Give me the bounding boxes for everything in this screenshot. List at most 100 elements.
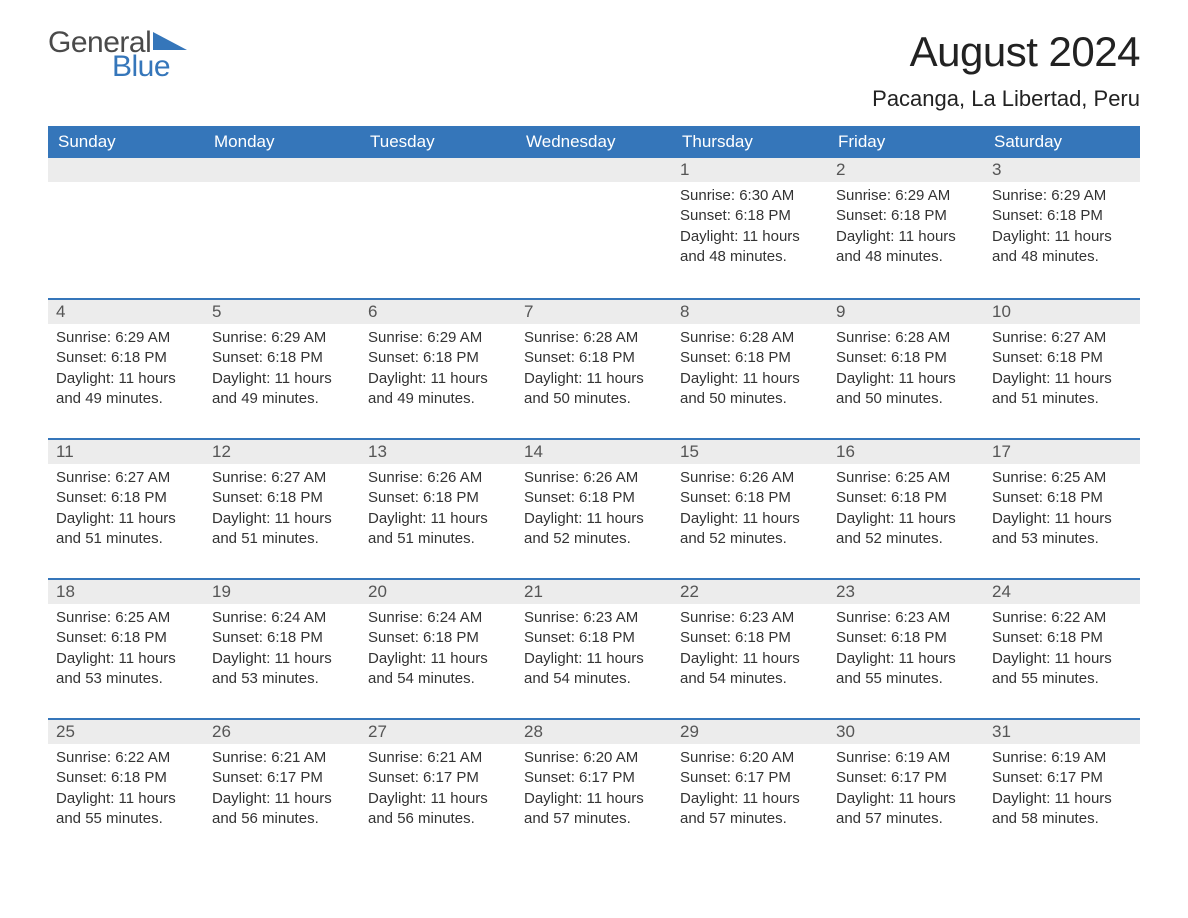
day-cell: 11Sunrise: 6:27 AMSunset: 6:18 PMDayligh…: [48, 440, 204, 578]
sunset-text: Sunset: 6:18 PM: [368, 488, 508, 508]
sunrise-text: Sunrise: 6:21 AM: [368, 748, 508, 768]
dayheader-cell: Sunday: [48, 126, 204, 158]
day-cell: 30Sunrise: 6:19 AMSunset: 6:17 PMDayligh…: [828, 720, 984, 858]
sunset-text: Sunset: 6:18 PM: [992, 628, 1132, 648]
day-cell: 29Sunrise: 6:20 AMSunset: 6:17 PMDayligh…: [672, 720, 828, 858]
sunrise-text: Sunrise: 6:30 AM: [680, 186, 820, 206]
sunrise-text: Sunrise: 6:27 AM: [212, 468, 352, 488]
day-cell: 13Sunrise: 6:26 AMSunset: 6:18 PMDayligh…: [360, 440, 516, 578]
day-body: Sunrise: 6:19 AMSunset: 6:17 PMDaylight:…: [984, 744, 1140, 837]
day-number: 15: [672, 440, 828, 464]
day-body: Sunrise: 6:27 AMSunset: 6:18 PMDaylight:…: [204, 464, 360, 557]
daylight-text: Daylight: 11 hours and 54 minutes.: [524, 649, 664, 690]
day-cell: [360, 158, 516, 298]
sunset-text: Sunset: 6:18 PM: [992, 206, 1132, 226]
day-number: 2: [828, 158, 984, 182]
daylight-text: Daylight: 11 hours and 49 minutes.: [56, 369, 196, 410]
daylight-text: Daylight: 11 hours and 48 minutes.: [680, 227, 820, 268]
day-body: Sunrise: 6:26 AMSunset: 6:18 PMDaylight:…: [360, 464, 516, 557]
sunrise-text: Sunrise: 6:29 AM: [992, 186, 1132, 206]
sunrise-text: Sunrise: 6:27 AM: [56, 468, 196, 488]
month-title: August 2024: [872, 28, 1140, 76]
sunrise-text: Sunrise: 6:23 AM: [680, 608, 820, 628]
day-number: 13: [360, 440, 516, 464]
day-body: Sunrise: 6:23 AMSunset: 6:18 PMDaylight:…: [516, 604, 672, 697]
day-cell: 6Sunrise: 6:29 AMSunset: 6:18 PMDaylight…: [360, 300, 516, 438]
day-cell: 17Sunrise: 6:25 AMSunset: 6:18 PMDayligh…: [984, 440, 1140, 578]
day-number: 24: [984, 580, 1140, 604]
day-cell: 14Sunrise: 6:26 AMSunset: 6:18 PMDayligh…: [516, 440, 672, 578]
daylight-text: Daylight: 11 hours and 50 minutes.: [836, 369, 976, 410]
day-cell: 21Sunrise: 6:23 AMSunset: 6:18 PMDayligh…: [516, 580, 672, 718]
day-cell: 1Sunrise: 6:30 AMSunset: 6:18 PMDaylight…: [672, 158, 828, 298]
day-number: 4: [48, 300, 204, 324]
day-body: Sunrise: 6:26 AMSunset: 6:18 PMDaylight:…: [672, 464, 828, 557]
day-number: 28: [516, 720, 672, 744]
day-number: [360, 158, 516, 182]
daylight-text: Daylight: 11 hours and 49 minutes.: [212, 369, 352, 410]
day-body: Sunrise: 6:25 AMSunset: 6:18 PMDaylight:…: [828, 464, 984, 557]
sunset-text: Sunset: 6:18 PM: [56, 768, 196, 788]
day-number: [48, 158, 204, 182]
day-cell: 28Sunrise: 6:20 AMSunset: 6:17 PMDayligh…: [516, 720, 672, 858]
day-number: 12: [204, 440, 360, 464]
day-body: Sunrise: 6:27 AMSunset: 6:18 PMDaylight:…: [48, 464, 204, 557]
day-number: 27: [360, 720, 516, 744]
location: Pacanga, La Libertad, Peru: [872, 86, 1140, 112]
dayheader-cell: Tuesday: [360, 126, 516, 158]
day-body: Sunrise: 6:27 AMSunset: 6:18 PMDaylight:…: [984, 324, 1140, 417]
daylight-text: Daylight: 11 hours and 57 minutes.: [524, 789, 664, 830]
daylight-text: Daylight: 11 hours and 58 minutes.: [992, 789, 1132, 830]
day-body: Sunrise: 6:28 AMSunset: 6:18 PMDaylight:…: [672, 324, 828, 417]
day-cell: 10Sunrise: 6:27 AMSunset: 6:18 PMDayligh…: [984, 300, 1140, 438]
week-row: 11Sunrise: 6:27 AMSunset: 6:18 PMDayligh…: [48, 438, 1140, 578]
sunrise-text: Sunrise: 6:24 AM: [368, 608, 508, 628]
day-number: 7: [516, 300, 672, 324]
daylight-text: Daylight: 11 hours and 49 minutes.: [368, 369, 508, 410]
day-cell: 3Sunrise: 6:29 AMSunset: 6:18 PMDaylight…: [984, 158, 1140, 298]
day-number: 14: [516, 440, 672, 464]
daylight-text: Daylight: 11 hours and 53 minutes.: [992, 509, 1132, 550]
day-body: Sunrise: 6:29 AMSunset: 6:18 PMDaylight:…: [204, 324, 360, 417]
daylight-text: Daylight: 11 hours and 57 minutes.: [836, 789, 976, 830]
day-cell: 23Sunrise: 6:23 AMSunset: 6:18 PMDayligh…: [828, 580, 984, 718]
daylight-text: Daylight: 11 hours and 51 minutes.: [212, 509, 352, 550]
sunrise-text: Sunrise: 6:21 AM: [212, 748, 352, 768]
day-body: Sunrise: 6:29 AMSunset: 6:18 PMDaylight:…: [828, 182, 984, 275]
daylight-text: Daylight: 11 hours and 57 minutes.: [680, 789, 820, 830]
day-number: 6: [360, 300, 516, 324]
sunrise-text: Sunrise: 6:20 AM: [680, 748, 820, 768]
sunrise-text: Sunrise: 6:25 AM: [836, 468, 976, 488]
sunrise-text: Sunrise: 6:27 AM: [992, 328, 1132, 348]
day-cell: 20Sunrise: 6:24 AMSunset: 6:18 PMDayligh…: [360, 580, 516, 718]
sunset-text: Sunset: 6:17 PM: [836, 768, 976, 788]
day-body: Sunrise: 6:24 AMSunset: 6:18 PMDaylight:…: [204, 604, 360, 697]
day-cell: 26Sunrise: 6:21 AMSunset: 6:17 PMDayligh…: [204, 720, 360, 858]
dayheader-cell: Wednesday: [516, 126, 672, 158]
sunset-text: Sunset: 6:18 PM: [836, 488, 976, 508]
sunrise-text: Sunrise: 6:28 AM: [524, 328, 664, 348]
daylight-text: Daylight: 11 hours and 48 minutes.: [992, 227, 1132, 268]
day-number: 22: [672, 580, 828, 604]
day-body: Sunrise: 6:30 AMSunset: 6:18 PMDaylight:…: [672, 182, 828, 275]
sunset-text: Sunset: 6:18 PM: [524, 488, 664, 508]
sunset-text: Sunset: 6:18 PM: [680, 628, 820, 648]
sunrise-text: Sunrise: 6:29 AM: [56, 328, 196, 348]
sunset-text: Sunset: 6:17 PM: [212, 768, 352, 788]
sunset-text: Sunset: 6:18 PM: [56, 628, 196, 648]
sunrise-text: Sunrise: 6:26 AM: [680, 468, 820, 488]
day-body: Sunrise: 6:29 AMSunset: 6:18 PMDaylight:…: [360, 324, 516, 417]
sunrise-text: Sunrise: 6:22 AM: [992, 608, 1132, 628]
daylight-text: Daylight: 11 hours and 55 minutes.: [992, 649, 1132, 690]
dayheader-cell: Saturday: [984, 126, 1140, 158]
day-number: 18: [48, 580, 204, 604]
day-number: 17: [984, 440, 1140, 464]
sunrise-text: Sunrise: 6:23 AM: [524, 608, 664, 628]
week-row: 1Sunrise: 6:30 AMSunset: 6:18 PMDaylight…: [48, 158, 1140, 298]
day-number: 29: [672, 720, 828, 744]
sunset-text: Sunset: 6:17 PM: [524, 768, 664, 788]
day-number: 9: [828, 300, 984, 324]
day-number: 20: [360, 580, 516, 604]
daylight-text: Daylight: 11 hours and 48 minutes.: [836, 227, 976, 268]
sunrise-text: Sunrise: 6:29 AM: [212, 328, 352, 348]
